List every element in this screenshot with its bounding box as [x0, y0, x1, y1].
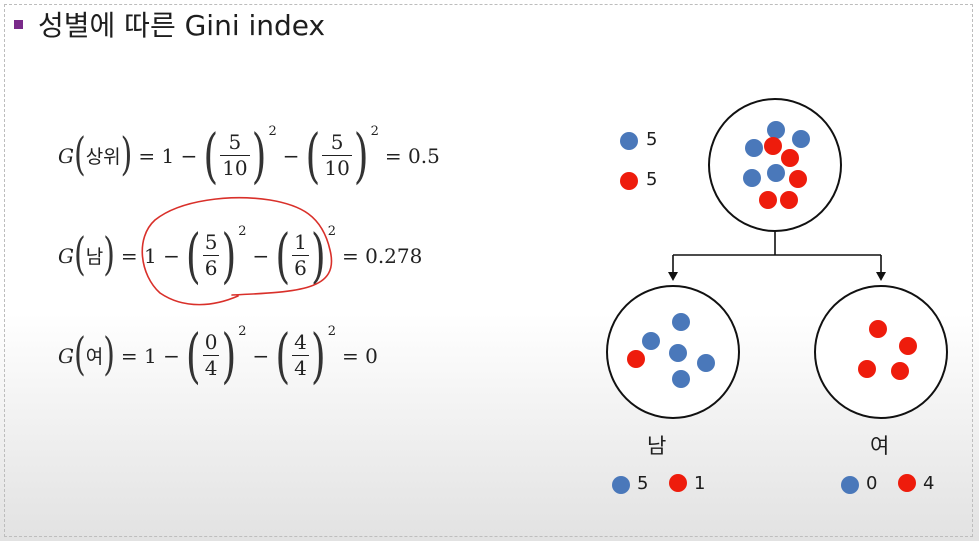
male-node-label: 남	[647, 434, 667, 458]
gini-symbol: G	[58, 143, 74, 168]
female-blue-count: 0	[866, 473, 878, 494]
male-blue-sample-dot	[672, 370, 690, 388]
male-blue-dot	[612, 476, 630, 494]
root-red-count: 5	[646, 169, 658, 190]
male-blue-sample-dot	[669, 344, 687, 362]
exponent: 2	[327, 324, 336, 339]
legend-blue-dot	[620, 132, 638, 150]
exponent: 2	[238, 324, 247, 339]
slide-title: 성별에 따른 Gini index	[38, 9, 326, 42]
equation-result: = 0.278	[341, 243, 423, 268]
exponent: 2	[268, 124, 277, 139]
female-red-dot	[898, 474, 916, 492]
root-red-sample-dot	[789, 170, 807, 188]
fraction-term: ( 5 10 ) 2	[305, 121, 379, 190]
male-red-sample-dot	[627, 350, 645, 368]
male-blue-sample-dot	[642, 332, 660, 350]
equation-label: 여	[85, 346, 104, 368]
female-red-count: 4	[923, 473, 935, 494]
minus-sign: −	[252, 343, 270, 368]
root-red-sample-dot	[781, 149, 799, 167]
paren-close: )	[120, 128, 133, 181]
root-red-sample-dot	[780, 191, 798, 209]
minus-sign: −	[282, 143, 300, 168]
male-node-dots	[627, 313, 715, 388]
equation-prefix: = 1 −	[120, 343, 180, 368]
root-blue-sample-dot	[743, 169, 761, 187]
equation-result: = 0	[341, 343, 378, 368]
root-blue-sample-dot	[767, 121, 785, 139]
root-blue-sample-dot	[745, 139, 763, 157]
root-blue-sample-dot	[767, 164, 785, 182]
arrow-left	[668, 272, 678, 281]
female-red-sample-dot	[869, 320, 887, 338]
equation-label: 남	[85, 246, 104, 268]
slide-frame	[4, 4, 973, 537]
equation-label: 상위	[85, 146, 121, 168]
female-node-label: 여	[870, 434, 890, 458]
arrow-right	[876, 272, 886, 281]
fraction-term: ( 5 10 ) 2	[203, 121, 277, 190]
tree-connector-lines	[672, 231, 882, 273]
female-node	[814, 285, 948, 419]
female-red-sample-dot	[899, 337, 917, 355]
root-blue-count: 5	[646, 129, 658, 150]
fraction: 5 10	[322, 130, 352, 180]
female-blue-dot	[841, 476, 859, 494]
female-node-dots	[858, 320, 917, 380]
equation-result: = 0.5	[384, 143, 440, 168]
male-blue-count: 5	[637, 473, 649, 494]
gini-symbol: G	[58, 343, 74, 368]
root-red-sample-dot	[759, 191, 777, 209]
female-red-sample-dot	[858, 360, 876, 378]
female-red-sample-dot	[891, 362, 909, 380]
male-blue-sample-dot	[672, 313, 690, 331]
gini-symbol: G	[58, 243, 74, 268]
male-red-dot	[669, 474, 687, 492]
equation-gini-top: G ( 상위 ) = 1 − ( 5 10 ) 2 − ( 5 10 ) 2 = 0…	[58, 121, 446, 190]
root-blue-sample-dot	[792, 130, 810, 148]
fraction: 5 10	[220, 130, 250, 180]
root-node-dots	[743, 121, 810, 209]
exponent: 2	[370, 124, 379, 139]
equation-prefix: = 1 −	[138, 143, 198, 168]
male-blue-sample-dot	[697, 354, 715, 372]
male-red-count: 1	[694, 473, 706, 494]
legend-red-dot	[620, 172, 638, 190]
title-bullet	[14, 20, 23, 29]
paren-open: (	[73, 128, 86, 181]
root-red-sample-dot	[764, 137, 782, 155]
